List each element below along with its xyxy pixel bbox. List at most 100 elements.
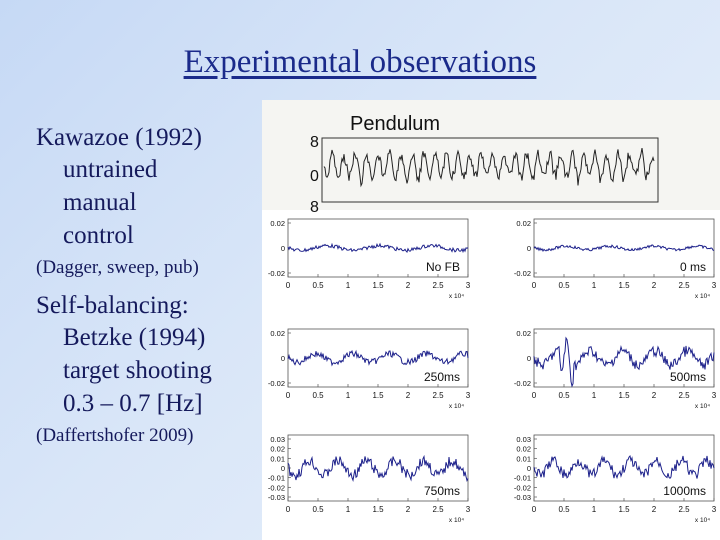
figure-area: Pendulum 8 0 8 0.02 0 -0.02 0 0.5 1 1.5 2 2.5 3 x 10⁴ N… [262,100,720,540]
panel-2-y-tick-label: 0 [281,354,285,363]
panel-4-y-tick-label: 0.03 [270,435,285,444]
panel-2-label: 250ms [424,370,460,384]
panel-3-x-tick-label: 0.5 [558,391,570,400]
panel-2-y-tick-label: 0.02 [270,329,285,338]
panel-4-y-tick-label: 0 [281,464,285,473]
panel-4-y-tick-label: -0.03 [268,493,285,502]
panel-5-y-tick-label: 0 [527,464,531,473]
panel-4-y-tick-label: 0.02 [270,445,285,454]
panel-5-label: 1000ms [663,484,706,498]
panel-4-x-tick-label: 0.5 [312,505,324,514]
panel-2-x-tick-label: 2 [406,391,411,400]
panel-2-x-tick-label: 1.5 [372,391,384,400]
panel-1-x-tick-label: 1 [592,281,597,290]
panel-4-y-tick-label: -0.01 [268,474,285,483]
panel-4-trace [287,454,469,483]
panel-2-y-tick-label: -0.02 [268,379,285,388]
bullet-kawazoe-note: (Dagger, sweep, pub) [36,257,199,278]
panel-1-x-tick-label: 0 [532,281,537,290]
panel-4-x-tick-label: 1.5 [372,505,384,514]
pendulum-axis-label-top: 8 [310,134,319,151]
panel-0-y-tick-label: 0.02 [270,219,285,228]
panel-4-y-tick-label: -0.02 [268,483,285,492]
panel-1-y-tick-label: -0.02 [514,269,531,278]
bullet-selfbalancing-line-2: target shooting [63,357,212,384]
panel-5-x-exponent: x 10⁴ [695,517,710,524]
panel-5-x-tick-label: 1.5 [618,505,630,514]
panel-2-x-tick-label: 0 [286,391,291,400]
panel-5-y-tick-label: -0.02 [514,483,531,492]
pendulum-axis-label-bottom: 8 [310,199,319,216]
panel-1-x-tick-label: 2.5 [678,281,690,290]
panel-0-x-exponent: x 10⁴ [449,293,464,300]
pendulum-title: Pendulum [350,113,440,135]
bullet-selfbalancing-line-3: 0.3 – 0.7 [Hz] [63,390,203,417]
panel-0-label: No FB [426,260,460,274]
panel-5-x-tick-label: 1 [592,505,597,514]
pendulum-trace [323,148,655,188]
bullet-kawazoe: Kawazoe (1992) [36,124,202,151]
bullet-selfbalancing: Self-balancing: [36,292,189,319]
panel-0-x-tick-label: 2 [406,281,411,290]
panel-frame-4 [287,434,469,502]
panel-0-x-tick-label: 1.5 [372,281,384,290]
panel-5-trace [533,454,715,480]
panel-0-trace [287,242,469,254]
panel-0-x-tick-label: 0.5 [312,281,324,290]
panel-1-x-tick-label: 0.5 [558,281,570,290]
panel-4-label: 750ms [424,484,460,498]
panel-0-y-tick-label: -0.02 [268,269,285,278]
panel-0-x-tick-label: 1 [346,281,351,290]
panel-2-trace [287,349,469,367]
panel-3-x-tick-label: 0 [532,391,537,400]
panel-0-x-tick-label: 2.5 [432,281,444,290]
panel-1-label: 0 ms [680,260,706,274]
bullet-list: Kawazoe (1992) untrained manual control … [36,122,276,458]
panel-4-x-tick-label: 2.5 [432,505,444,514]
panel-3-x-tick-label: 2.5 [678,391,690,400]
panel-5-y-tick-label: 0.03 [516,435,531,444]
panel-3-x-tick-label: 1.5 [618,391,630,400]
pendulum-axis-label-mid: 0 [310,168,319,185]
panel-5-y-tick-label: -0.01 [514,474,531,483]
panel-3-y-tick-label: -0.02 [514,379,531,388]
panel-3-trace [533,336,715,388]
panel-3-y-tick-label: 0 [527,354,531,363]
panel-2-x-tick-label: 0.5 [312,391,324,400]
bullet-kawazoe-line-2: manual [63,189,137,216]
panel-3-x-exponent: x 10⁴ [695,403,710,410]
pendulum-frame [321,137,659,203]
panel-1-x-tick-label: 1.5 [618,281,630,290]
bullet-selfbalancing-line-1: Betzke (1994) [63,324,206,351]
bullet-kawazoe-line-3: control [63,222,134,249]
panel-3-label: 500ms [670,370,706,384]
panel-0-x-tick-label: 0 [286,281,291,290]
panel-5-y-tick-label: 0.01 [516,454,531,463]
panel-4-y-tick-label: 0.01 [270,454,285,463]
panel-0-y-tick-label: 0 [281,244,285,253]
panel-3-x-tick-label: 1 [592,391,597,400]
slide-title: Experimental observations [183,44,537,80]
panel-4-x-tick-label: 2 [406,505,411,514]
panel-4-x-exponent: x 10⁴ [449,517,464,524]
panel-2-x-tick-label: 2.5 [432,391,444,400]
panel-3-x-tick-label: 2 [652,391,657,400]
bullet-selfbalancing-note: (Daffertshofer 2009) [36,425,194,446]
bullet-kawazoe-line-1: untrained [63,156,158,183]
panel-4-x-tick-label: 3 [466,505,471,514]
panel-1-y-tick-label: 0 [527,244,531,253]
panel-1-x-tick-label: 3 [712,281,717,290]
panel-5-x-tick-label: 2.5 [678,505,690,514]
panel-5-x-tick-label: 0.5 [558,505,570,514]
panel-4-x-tick-label: 0 [286,505,291,514]
panel-1-x-tick-label: 2 [652,281,657,290]
panel-4-x-tick-label: 1 [346,505,351,514]
panel-1-trace [533,244,715,253]
panel-5-y-tick-label: -0.03 [514,493,531,502]
panel-5-y-tick-label: 0.02 [516,445,531,454]
panel-2-x-tick-label: 3 [466,391,471,400]
panel-5-x-tick-label: 2 [652,505,657,514]
panel-5-x-tick-label: 0 [532,505,537,514]
panel-0-x-tick-label: 3 [466,281,471,290]
